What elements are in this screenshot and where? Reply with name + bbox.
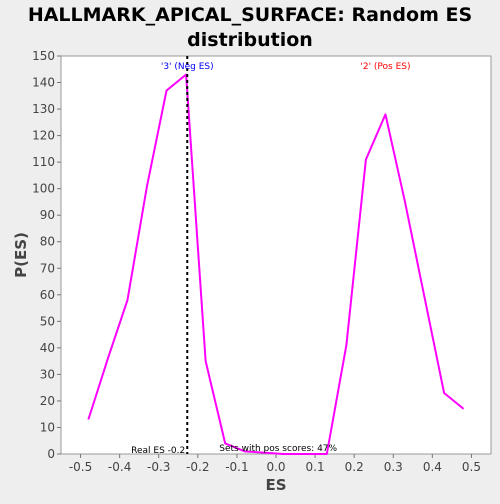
y-tick-label: 130 bbox=[32, 102, 55, 116]
y-tick-label: 140 bbox=[32, 76, 55, 90]
plot-area bbox=[60, 55, 492, 455]
y-tick-label: 90 bbox=[40, 208, 55, 222]
x-axis-title: ES bbox=[265, 476, 286, 494]
x-tick-label: 0.2 bbox=[345, 460, 364, 474]
y-tick-label: 50 bbox=[40, 314, 55, 328]
series-line bbox=[87, 73, 465, 455]
y-tick-label: 30 bbox=[40, 367, 55, 381]
x-axis: -0.5 -0.4 -0.3 -0.2 -0.1 0.0 0.1 0.2 0.3 0.4 0.5 bbox=[69, 454, 481, 474]
x-tick-label: 0.4 bbox=[423, 460, 442, 474]
x-tick-label: 0.3 bbox=[384, 460, 403, 474]
y-tick-label: 0 bbox=[47, 447, 55, 461]
y-tick-label: 20 bbox=[40, 394, 55, 408]
x-tick-label: 0.0 bbox=[266, 460, 285, 474]
real-es-label: Real ES -0.2 bbox=[131, 446, 185, 456]
x-tick-label: -0.5 bbox=[69, 460, 92, 474]
y-tick-label: 60 bbox=[40, 288, 55, 302]
neg-es-label: '3' (Neg ES) bbox=[161, 62, 214, 72]
chart-title-line-1: HALLMARK_APICAL_SURFACE: Random ES bbox=[28, 4, 472, 26]
y-axis-title: P(ES) bbox=[12, 232, 30, 278]
x-tick-label: -0.2 bbox=[186, 460, 209, 474]
chart-title-line-2: distribution bbox=[187, 29, 313, 51]
x-tick-label: -0.3 bbox=[147, 460, 170, 474]
y-tick-label: 110 bbox=[32, 155, 55, 169]
y-tick-label: 40 bbox=[40, 341, 55, 355]
y-tick-label: 100 bbox=[32, 182, 55, 196]
annotation-layer: '3' (Neg ES) '2' (Pos ES) Real ES -0.2 Sets… bbox=[131, 56, 411, 456]
y-tick-label: 80 bbox=[40, 235, 55, 249]
y-tick-label: 120 bbox=[32, 129, 55, 143]
pos-scores-label: Sets with pos scores: 47% bbox=[219, 444, 337, 454]
x-tick-label: 0.5 bbox=[462, 460, 481, 474]
y-tick-label: 10 bbox=[40, 420, 55, 434]
x-tick-label: -0.4 bbox=[108, 460, 131, 474]
pos-es-label: '2' (Pos ES) bbox=[360, 62, 410, 72]
y-tick-label: 150 bbox=[32, 49, 55, 63]
series-layer bbox=[87, 73, 465, 455]
x-tick-label: -0.1 bbox=[225, 460, 248, 474]
x-tick-label: 0.1 bbox=[306, 460, 325, 474]
y-tick-label: 70 bbox=[40, 261, 55, 275]
y-axis: 0 10 20 30 40 50 60 70 80 90 100 110 120 130 140 150 bbox=[32, 49, 61, 461]
